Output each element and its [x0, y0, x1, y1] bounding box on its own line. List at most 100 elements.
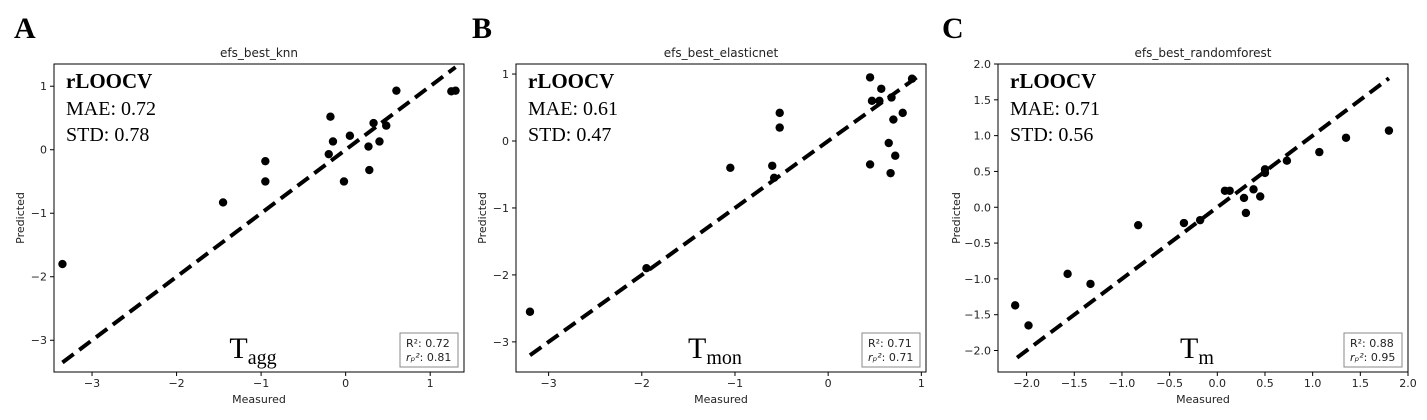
x-tick-label: 1.0: [1304, 377, 1322, 390]
property-label: Tmon: [688, 332, 742, 369]
data-point: [324, 149, 333, 159]
data-point: [1133, 220, 1143, 230]
x-tick-label: 0: [825, 377, 832, 390]
y-axis-label: Predicted: [950, 192, 963, 244]
x-axis-label: Measured: [232, 393, 286, 406]
x-tick-label: −1: [727, 377, 743, 390]
x-tick-label: −1: [253, 377, 269, 390]
data-point: [891, 151, 900, 160]
property-label: Tm: [1180, 332, 1214, 369]
data-point: [865, 160, 875, 169]
data-point: [1241, 208, 1251, 218]
method-label: rLOOCV: [1010, 69, 1096, 93]
x-tick-label: −0.5: [1156, 377, 1183, 390]
data-point: [1086, 279, 1095, 289]
data-point: [365, 165, 374, 175]
y-tick-label: 1.5: [974, 94, 992, 107]
y-tick-label: −2.0: [964, 345, 991, 358]
data-point: [642, 264, 651, 273]
data-point: [865, 73, 875, 82]
x-tick-label: 0: [342, 377, 349, 390]
y-tick-label: 0.5: [974, 165, 992, 178]
method-label: rLOOCV: [528, 69, 614, 93]
data-point: [326, 112, 335, 121]
data-point: [345, 131, 355, 140]
y-tick-label: −3: [31, 334, 47, 347]
data-point: [1239, 193, 1249, 203]
x-tick-label: −3: [541, 377, 557, 390]
data-point: [875, 96, 884, 106]
x-axis-label: Measured: [1176, 393, 1230, 406]
data-point: [1384, 126, 1394, 135]
y-axis-label: Predicted: [14, 192, 27, 244]
data-point: [867, 96, 877, 106]
data-point: [382, 121, 391, 130]
data-point: [1256, 192, 1265, 201]
y-tick-label: 0.0: [974, 201, 992, 214]
y-tick-label: 1: [502, 68, 509, 81]
panel-label: C: [942, 12, 964, 45]
chart-title: efs_best_elasticnet: [664, 46, 779, 60]
r2-label: R²: 0.88: [1350, 337, 1394, 350]
data-point: [1024, 321, 1033, 330]
x-tick-label: 1.5: [1352, 377, 1370, 390]
y-tick-label: −2: [493, 269, 509, 282]
data-point: [328, 137, 338, 146]
property-label: Tagg: [229, 332, 276, 369]
data-point: [887, 93, 896, 102]
data-point: [884, 138, 893, 148]
data-point: [261, 177, 270, 186]
x-axis-label: Measured: [694, 393, 748, 406]
mae-label: MAE: 0.72: [66, 98, 156, 120]
data-point: [58, 259, 67, 269]
data-point: [877, 84, 886, 93]
rp2-label: rₚ²: 0.95: [1350, 351, 1395, 364]
data-point: [392, 86, 401, 95]
data-point: [1010, 301, 1020, 310]
r2-label: R²: 0.72: [406, 337, 450, 350]
y-tick-label: −1: [493, 202, 509, 215]
rp2-label: rₚ²: 0.81: [406, 351, 451, 364]
x-tick-label: −1.0: [1109, 377, 1136, 390]
x-tick-label: −1.5: [1061, 377, 1088, 390]
stats-box: [861, 332, 921, 368]
x-tick-label: −2.0: [1013, 377, 1040, 390]
std-label: STD: 0.47: [528, 124, 611, 146]
data-point: [218, 198, 228, 207]
y-axis-label: Predicted: [476, 192, 489, 244]
data-point: [1195, 215, 1205, 225]
data-point: [1225, 186, 1234, 195]
x-tick-label: 1: [918, 377, 925, 390]
y-tick-label: −0.5: [964, 237, 991, 250]
plot-frame: [997, 63, 1409, 373]
chart-title: efs_best_randomforest: [1135, 46, 1272, 60]
method-label: rLOOCV: [66, 69, 152, 93]
std-label: STD: 0.56: [1010, 124, 1093, 146]
y-tick-label: −2: [31, 271, 47, 284]
data-point: [726, 163, 735, 172]
y-tick-label: 0: [40, 144, 47, 157]
panel-label: A: [14, 12, 36, 45]
fit-line: [61, 65, 457, 365]
stats-box: [399, 332, 459, 368]
y-tick-label: 1.0: [974, 130, 992, 143]
x-tick-label: −2: [634, 377, 650, 390]
data-point: [886, 168, 895, 178]
y-tick-label: 0: [502, 135, 509, 148]
x-tick-label: 0.5: [1256, 377, 1274, 390]
y-tick-label: −1: [31, 207, 47, 220]
data-point: [451, 86, 460, 95]
data-point: [889, 115, 898, 124]
data-point: [339, 177, 349, 186]
rp2-label: rₚ²: 0.71: [868, 351, 913, 364]
data-point: [769, 173, 779, 183]
chart-title: efs_best_knn: [220, 46, 298, 60]
data-point: [775, 108, 784, 118]
x-tick-label: 2.0: [1399, 377, 1417, 390]
fit-line: [528, 75, 918, 357]
data-point: [1179, 218, 1189, 228]
data-point: [898, 108, 907, 118]
